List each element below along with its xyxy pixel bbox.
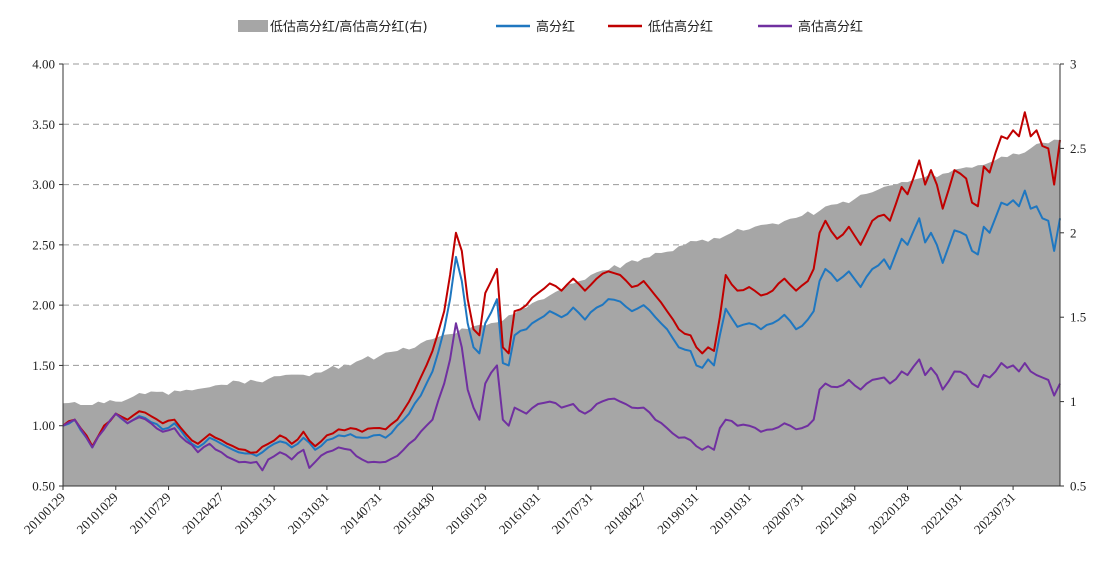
y-left-tick-label-0: 0.50: [32, 479, 55, 494]
legend-label-2: 高分红: [536, 19, 575, 35]
legend-label-3: 低估高分红: [648, 19, 713, 35]
y-right-tick-label-0: 0.5: [1070, 479, 1086, 494]
y-right-tick-label-2: 1.5: [1070, 310, 1086, 325]
axes: [62, 64, 1061, 487]
x-tick-label-8: 20160129: [443, 490, 490, 537]
x-tick-label-1: 20101029: [74, 490, 121, 537]
y-right-tick-label-4: 2.5: [1070, 141, 1086, 156]
x-tick-label-17: 20221031: [918, 490, 965, 537]
y-right-tick-label-3: 2: [1070, 225, 1077, 240]
y-right-tick-label-1: 1: [1070, 394, 1077, 409]
x-tick-label-12: 20190131: [654, 490, 701, 537]
x-tick-label-14: 20200731: [760, 490, 807, 537]
legend-label-4: 高估高分红: [798, 19, 863, 35]
x-tick-label-9: 20161031: [496, 490, 543, 537]
y-left-tick-label-3: 2.00: [32, 298, 55, 313]
ratio-area-layer: [63, 139, 1060, 486]
x-tick-label-16: 20220128: [865, 490, 912, 537]
x-tick-labels: 20100129 20101029 20110729 20120427 20130131…: [21, 486, 1018, 537]
x-tick-label-7: 20150430: [390, 490, 437, 537]
y-right-tick-label-5: 3: [1070, 57, 1077, 72]
series-lines-layer: [62, 111, 1061, 472]
y-right-tick-labels: 0.5 1 1.5 2 2.5 3: [1060, 57, 1086, 494]
y-left-tick-label-1: 1.00: [32, 418, 55, 433]
x-tick-label-3: 20120427: [179, 489, 227, 537]
x-tick-label-6: 20140731: [337, 490, 384, 537]
x-tick-label-2: 20110729: [127, 490, 174, 537]
legend-swatch-1: [238, 20, 268, 32]
y-left-tick-label-7: 4.00: [32, 57, 55, 72]
x-tick-label-5: 20131031: [285, 490, 332, 537]
x-tick-label-13: 20191031: [707, 490, 754, 537]
x-tick-label-15: 20210430: [812, 490, 859, 537]
x-tick-label-11: 20180427: [601, 489, 649, 537]
series-line-3: [62, 322, 1061, 472]
x-tick-label-18: 20230731: [971, 490, 1018, 537]
y-left-tick-label-6: 3.50: [32, 117, 55, 132]
series-line-2: [62, 111, 1061, 454]
y-left-tick-label-4: 2.50: [32, 237, 55, 252]
x-tick-label-10: 20170731: [549, 490, 596, 537]
y-left-tick-label-2: 1.50: [32, 358, 55, 373]
y-left-tick-labels: 0.50 1.00 1.50 2.00 2.50 3.00 3.50 4.00: [32, 57, 63, 494]
y-left-tick-label-5: 3.00: [32, 177, 55, 192]
legend-label-1: 低估高分红/高估高分红(右): [270, 19, 428, 35]
series-line-1: [62, 189, 1061, 457]
area-series-ratio: [63, 139, 1060, 486]
legend: 低估高分红/高估高分红(右) 高分红 低估高分红 高估高分红: [238, 19, 863, 35]
x-tick-label-0: 20100129: [21, 490, 68, 537]
x-tick-label-4: 20130131: [232, 490, 279, 537]
